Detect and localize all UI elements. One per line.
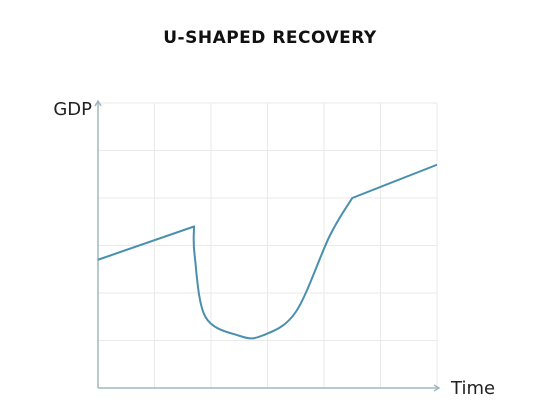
grid xyxy=(98,102,438,388)
y-axis-arrow xyxy=(94,99,102,107)
chart-title: U-SHAPED RECOVERY xyxy=(163,28,377,48)
x-axis-label: Time xyxy=(450,378,495,399)
gdp-series-line xyxy=(97,163,438,340)
axes xyxy=(94,99,441,392)
y-axis-label: GDP xyxy=(53,99,92,120)
x-axis-arrow xyxy=(433,384,441,392)
